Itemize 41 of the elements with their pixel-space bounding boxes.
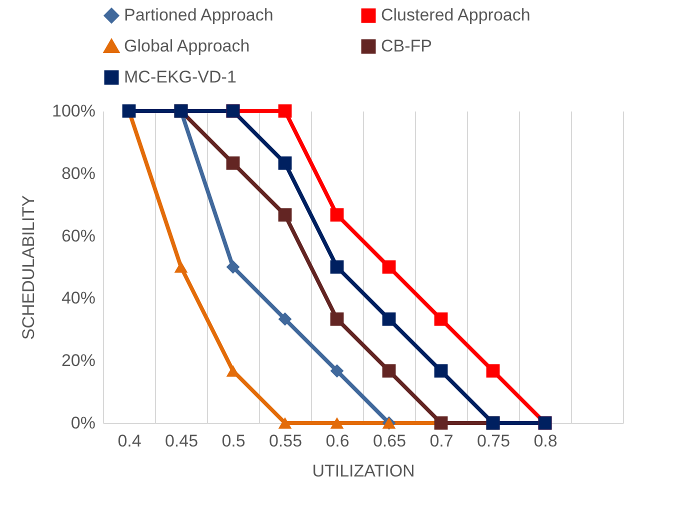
x-tick-label: 0.4 [118, 432, 142, 450]
point [174, 261, 188, 273]
point [226, 260, 240, 274]
point [278, 156, 292, 170]
legend-label: Clustered Approach [381, 6, 530, 25]
point [382, 260, 396, 274]
point [226, 156, 240, 170]
point [278, 104, 292, 118]
y-tick-label: 80% [61, 164, 96, 183]
point [486, 364, 500, 378]
x-tick-label: 0.75 [476, 432, 510, 450]
point [330, 260, 344, 274]
y-axis-title: SCHEDULABILITY [19, 195, 38, 340]
point [382, 364, 396, 378]
point [434, 364, 448, 378]
y-tick-label: 60% [61, 226, 96, 246]
legend-label: CB-FP [381, 36, 432, 56]
x-tick-label: 0.6 [326, 432, 350, 450]
x-tick-label: 0.8 [534, 432, 558, 450]
point [330, 312, 344, 326]
x-axis-title: UTILIZATION [312, 462, 415, 480]
y-tick-label: 40% [61, 288, 96, 308]
x-tick-label: 0.7 [430, 432, 454, 450]
point [434, 312, 448, 326]
point [278, 312, 292, 326]
legend-label: Partioned Approach [124, 6, 274, 25]
point [330, 364, 344, 378]
x-tick-label: 0.5 [222, 432, 246, 450]
y-tick-label: 100% [52, 102, 96, 120]
point [330, 417, 344, 429]
legend-label: Global Approach [124, 36, 250, 56]
point [278, 417, 292, 429]
x-tick-label: 0.65 [372, 432, 406, 450]
x-tick-label: 0.45 [164, 432, 198, 450]
point [278, 208, 292, 222]
point [330, 208, 344, 222]
y-tick-label: 0% [70, 414, 96, 432]
x-tick-label: 0.55 [268, 432, 302, 450]
y-tick-label: 20% [61, 351, 96, 370]
legend-label: MC-EKG-VD-1 [124, 68, 236, 86]
point [382, 312, 396, 326]
